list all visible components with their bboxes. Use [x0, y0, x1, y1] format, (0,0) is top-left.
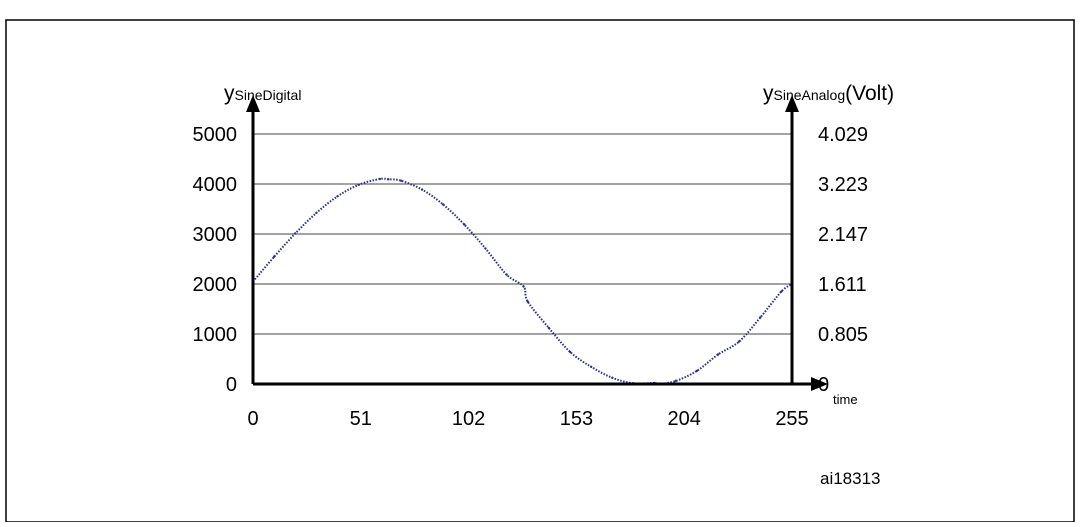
x-tick-label-153: 153 — [560, 408, 593, 430]
right-axis-title-main: y — [763, 82, 774, 105]
left-tick-label-5000: 5000 — [193, 124, 238, 146]
sine-data-point-2 — [294, 232, 297, 235]
x-tick-label-204: 204 — [668, 408, 701, 430]
sine-data-point-24 — [695, 369, 699, 373]
sine-data-point-25 — [716, 353, 720, 356]
sine-data-point-23 — [674, 379, 677, 383]
sine-data-point-14 — [522, 285, 525, 288]
x-axis-arrow — [811, 377, 828, 391]
right-axis-title-sub: SineAnalog — [774, 87, 846, 103]
left-tick-label-0: 0 — [226, 374, 237, 396]
x-tick-label-255: 255 — [775, 408, 808, 430]
x-tick-label-0: 0 — [247, 408, 258, 430]
sine-data-point-7 — [387, 178, 390, 181]
sine-series-line — [252, 177, 793, 386]
right-tick-label-2: 1.611 — [818, 274, 867, 296]
right-tick-label-5: 4.029 — [818, 124, 868, 146]
sine-data-point-13 — [505, 273, 508, 276]
sine-data-point-3 — [315, 211, 318, 215]
sine-data-point-27 — [759, 316, 762, 319]
sine-data-point-10 — [442, 203, 445, 206]
right-y-axis-arrow — [785, 95, 799, 112]
sine-data-point-5 — [357, 183, 360, 186]
left-tick-label-2000: 2000 — [193, 274, 238, 296]
right-axis-title-unit: (Volt) — [845, 82, 894, 105]
figure-border — [5, 19, 1075, 523]
sine-data-point-26 — [737, 340, 741, 343]
left-y-axis-arrow — [246, 95, 260, 112]
sine-data-point-4 — [336, 195, 339, 198]
sine-data-point-6 — [378, 177, 382, 181]
sine-data-point-15 — [526, 300, 529, 303]
right-tick-label-3: 2.147 — [818, 224, 868, 246]
right-tick-label-4: 3.223 — [818, 174, 868, 196]
left-tick-label-4000: 4000 — [193, 174, 238, 196]
sine-data-point-17 — [568, 350, 572, 354]
sine-data-point-11 — [463, 223, 466, 226]
sine-data-point-12 — [484, 247, 487, 250]
sine-data-point-1 — [272, 255, 276, 258]
left-tick-label-3000: 3000 — [193, 224, 238, 246]
left-axis-title: ySineDigital — [224, 82, 301, 105]
sine-data-point-16 — [547, 326, 551, 330]
left-tick-label-1000: 1000 — [193, 324, 238, 346]
right-tick-label-0: 0 — [818, 374, 829, 396]
left-axis-title-sub: SineDigital — [235, 87, 302, 103]
sine-data-point-18 — [589, 365, 593, 369]
sine-data-point-28 — [780, 290, 783, 293]
left-axis-title-main: y — [224, 82, 235, 105]
figure-id-label: ai18313 — [820, 469, 881, 488]
right-tick-label-1: 0.805 — [818, 324, 868, 346]
sine-data-point-19 — [611, 376, 614, 379]
x-tick-label-51: 51 — [350, 408, 372, 430]
x-tick-label-102: 102 — [452, 408, 485, 430]
sine-data-point-8 — [399, 179, 403, 182]
right-axis-title: ySineAnalog(Volt) — [763, 82, 894, 105]
x-axis-title: time — [833, 392, 858, 407]
sine-data-point-9 — [420, 188, 424, 191]
